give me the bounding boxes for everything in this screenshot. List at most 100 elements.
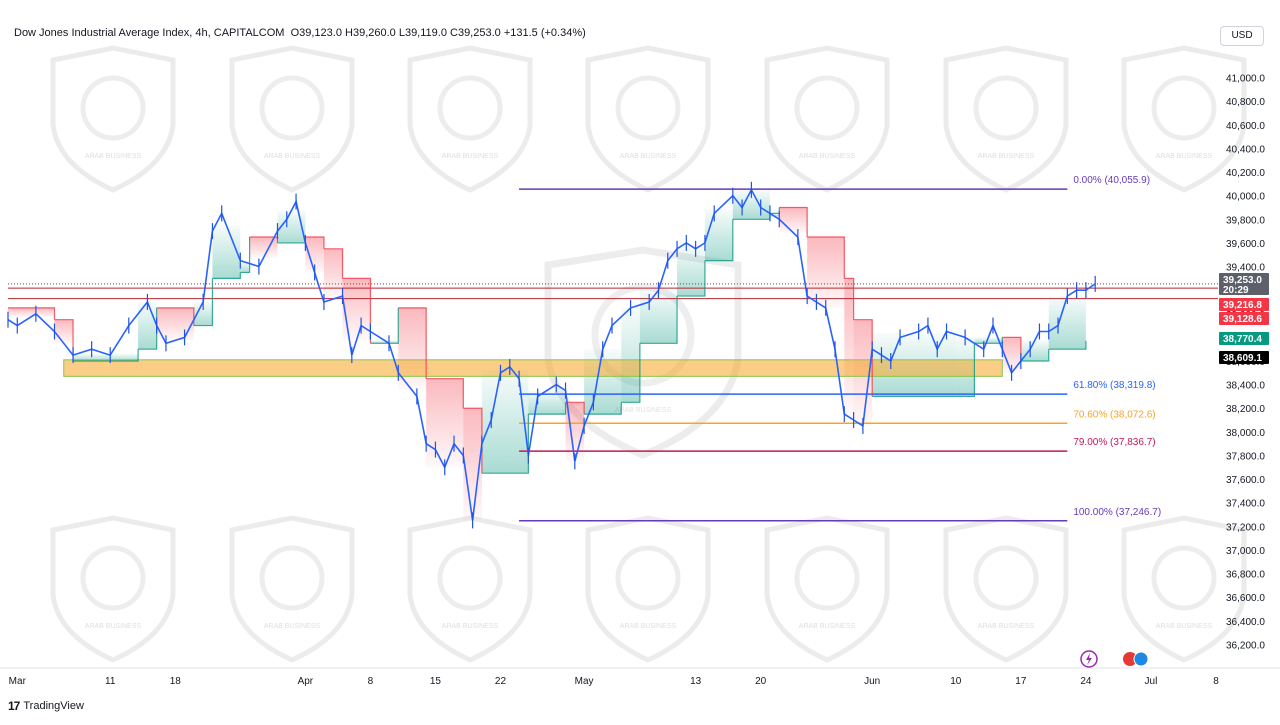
watermark-logo-icon: ARAB BUSINESS [407, 515, 533, 663]
price-tag-bg [1219, 273, 1269, 295]
watermark-logo-icon: ARAB BUSINESS [764, 515, 890, 663]
supertrend-segment [621, 343, 641, 403]
y-tick-label: 39,800.0 [1226, 215, 1265, 226]
fib-level-label: 61.80% (38,319.8) [1073, 380, 1155, 391]
supertrend-segment [240, 237, 251, 274]
supertrend-segment [8, 307, 56, 320]
y-tick-label: 36,800.0 [1226, 570, 1265, 581]
supertrend-fill [305, 237, 324, 273]
fib-level-label: 100.00% (37,246.7) [1073, 507, 1161, 518]
x-tick-label: Jul [1145, 676, 1158, 687]
supertrend-segment [807, 236, 845, 279]
watermark-text: ARAB BUSINESS [978, 153, 1035, 160]
watermark-text: ARAB BUSINESS [799, 623, 856, 630]
tradingview-name: TradingView [23, 700, 84, 712]
y-tick-label: 40,600.0 [1226, 121, 1265, 132]
symbol-title[interactable]: Dow Jones Industrial Average Index, 4h, … [14, 27, 285, 39]
event-flag-icon [1123, 652, 1137, 666]
y-tick-label: 40,400.0 [1226, 144, 1265, 155]
x-tick-label: Apr [298, 676, 314, 687]
supertrend-segment [342, 277, 371, 344]
supertrend-fill [212, 225, 241, 279]
watermark-logo-icon: ARAB BUSINESS [1121, 515, 1247, 663]
watermark-text: ARAB BUSINESS [264, 153, 321, 160]
supertrend-fill [807, 237, 845, 308]
watermark-logo-icon: ARAB BUSINESS [1121, 45, 1247, 193]
watermark-text: ARAB BUSINESS [799, 153, 856, 160]
supertrend-segment [769, 207, 780, 215]
x-tick-label: 8 [368, 676, 374, 687]
supertrend-fill [779, 207, 808, 233]
watermark-logo-icon: ARAB BUSINESS [585, 45, 711, 193]
fib-level-label: 70.60% (38,072.6) [1073, 409, 1155, 420]
y-tick-label: 41,000.0 [1226, 74, 1265, 85]
y-tick-label: 36,600.0 [1226, 593, 1265, 604]
supertrend-segment [639, 296, 678, 344]
y-tick-label: 40,000.0 [1226, 192, 1265, 203]
x-tick-label: 10 [950, 676, 962, 687]
watermark-text: ARAB BUSINESS [1156, 623, 1213, 630]
x-tick-label: Jun [864, 676, 880, 687]
supertrend-segment [584, 402, 622, 415]
supertrend-fill [621, 307, 640, 403]
supertrend-fill [1020, 340, 1049, 361]
price-tag-bg [1219, 298, 1269, 311]
fib-level-label: 79.00% (37,836.7) [1073, 437, 1155, 448]
watermark-text: ARAB BUSINESS [620, 153, 677, 160]
price-tag-bg [1219, 312, 1269, 325]
y-tick-label: 40,800.0 [1226, 97, 1265, 108]
y-tick-label: 37,200.0 [1226, 522, 1265, 533]
ohlc-values: O39,123.0 H39,260.0 L39,119.0 C39,253.0 … [290, 27, 586, 39]
price-tag-bg [1219, 351, 1269, 364]
supertrend-segment [398, 307, 427, 379]
watermark-text: ARAB BUSINESS [1156, 153, 1213, 160]
price-tag: 39,128.6 [1219, 312, 1269, 325]
support-zone [63, 359, 1003, 377]
supertrend-fill [370, 340, 399, 344]
watermark-text: ARAB BUSINESS [264, 623, 321, 630]
watermark-text: ARAB BUSINESS [620, 623, 677, 630]
price-tag: 38,770.4 [1219, 332, 1269, 345]
watermark-logo-icon: ARAB BUSINESS [229, 515, 355, 663]
fib-level-label: 0.00% (40,055.9) [1073, 175, 1150, 186]
supertrend-fill [156, 307, 194, 341]
x-tick-label: Mar [9, 676, 27, 687]
supertrend-segment [704, 219, 734, 262]
price-tag-countdown: 20:29 [1223, 285, 1249, 296]
y-tick-label: 39,400.0 [1226, 263, 1265, 274]
price-tag-value: 39,128.6 [1223, 314, 1262, 325]
watermark-logo-icon: ARAB BUSINESS [943, 515, 1069, 663]
supertrend-segment [481, 414, 529, 474]
supertrend-segment [305, 236, 325, 249]
supertrend-fill [844, 278, 854, 418]
supertrend-segment [1048, 340, 1087, 350]
supertrend-segment [426, 378, 464, 409]
watermark-logo-icon: ARAB BUSINESS [229, 45, 355, 193]
supertrend-fill [54, 319, 74, 344]
supertrend-fill [1002, 337, 1021, 373]
watermark-text: ARAB BUSINESS [442, 623, 499, 630]
lightning-icon [1080, 650, 1098, 668]
supertrend-segment [955, 343, 976, 398]
currency-button[interactable]: USD [1220, 26, 1264, 46]
supertrend-fill [8, 307, 55, 317]
supertrend-segment [323, 248, 344, 279]
x-tick-label: 18 [170, 676, 182, 687]
tradingview-logo-icon: 17 [8, 699, 20, 713]
watermark-text: ARAB BUSINESS [85, 153, 142, 160]
watermark-text: ARAB BUSINESS [615, 407, 672, 414]
chart-legend: Dow Jones Industrial Average Index, 4h, … [14, 27, 586, 39]
y-tick-label: 36,200.0 [1226, 640, 1265, 651]
watermark-logo-icon: ARAB BUSINESS [407, 45, 533, 193]
supertrend-segment [73, 349, 139, 362]
y-tick-label: 39,600.0 [1226, 239, 1265, 250]
watermark-text: ARAB BUSINESS [978, 623, 1035, 630]
tradingview-brand[interactable]: 17 TradingView [8, 699, 84, 713]
event-flag-icon [1133, 651, 1149, 667]
supertrend-segment [528, 402, 567, 415]
price-tag: 38,609.1 [1219, 351, 1269, 364]
supertrend-fill [277, 210, 306, 243]
supertrend-segment [779, 206, 808, 238]
